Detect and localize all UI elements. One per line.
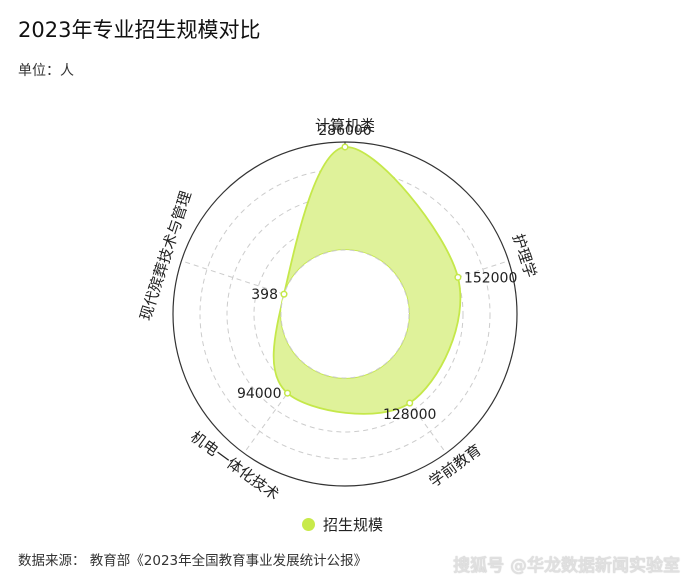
category-label-1: 计算机类 xyxy=(315,117,375,135)
data-label-2: 152000 xyxy=(464,270,517,286)
category-label-5: 现代殡葬技术与管理 xyxy=(136,189,195,323)
legend[interactable]: 招生规模 xyxy=(302,514,383,535)
source-note: 数据来源： 教育部《2023年全国教育事业发展统计公报》 xyxy=(18,553,368,569)
grid-ring-2 xyxy=(226,195,464,433)
data-point-1 xyxy=(341,143,349,151)
watermark: 搜狐号 @华龙数据新闻实验室 xyxy=(453,556,680,576)
data-point-3 xyxy=(406,399,414,407)
legend-swatch xyxy=(302,518,315,531)
unit-label: 单位：人 xyxy=(18,63,74,79)
data-point-4 xyxy=(283,389,292,397)
category-label-3: 学前教育 xyxy=(426,441,485,491)
chart-title: 2023年专业招生规模对比 xyxy=(18,18,261,42)
category-label-4: 机电一体化技术 xyxy=(187,428,283,504)
grid-ring-3 xyxy=(199,168,491,460)
data-label-5: 398 xyxy=(251,287,278,303)
data-label-1: 286000 xyxy=(318,123,371,139)
data-point-5 xyxy=(280,290,288,298)
data-label-3: 128000 xyxy=(383,407,436,423)
spoke-5 xyxy=(181,260,285,295)
data-label-4: 94000 xyxy=(237,386,282,402)
legend-label: 招生规模 xyxy=(323,516,384,534)
center-hole xyxy=(280,249,410,379)
data-point-2 xyxy=(454,273,462,281)
series-layer xyxy=(272,143,462,415)
